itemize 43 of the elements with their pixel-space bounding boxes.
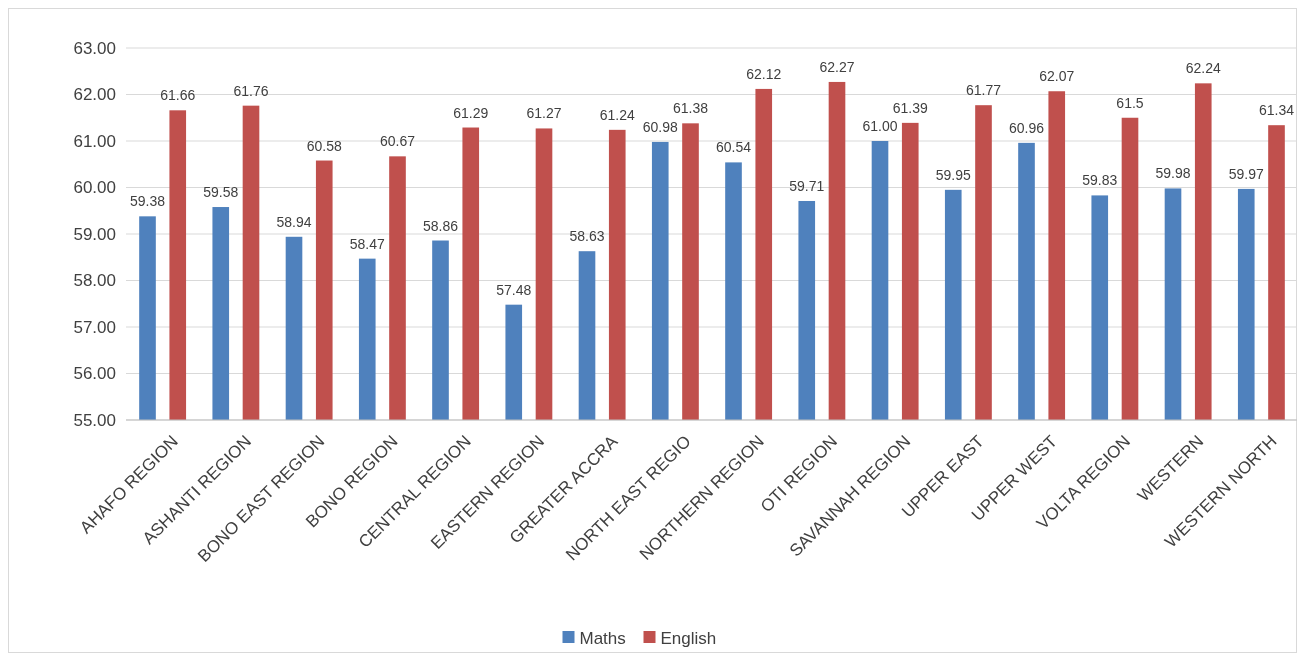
- data-label: 61.66: [160, 87, 196, 104]
- data-label: 59.83: [1082, 172, 1118, 189]
- data-label: 61.5: [1116, 94, 1144, 111]
- data-label: 61.39: [892, 99, 928, 116]
- data-label: 59.98: [1155, 165, 1191, 182]
- data-label: 58.47: [349, 235, 385, 252]
- data-label: 59.97: [1228, 165, 1264, 182]
- y-tick-label: 59.00: [73, 224, 116, 244]
- y-tick-label: 57.00: [73, 317, 116, 337]
- data-label: 61.76: [233, 82, 269, 99]
- data-label: 62.12: [746, 65, 782, 82]
- data-label: 62.24: [1185, 60, 1221, 77]
- data-label: 59.38: [129, 193, 166, 210]
- y-tick-label: 61.00: [73, 131, 116, 151]
- legend-label: Maths: [579, 628, 626, 648]
- data-label: 59.95: [935, 166, 971, 183]
- data-label: 60.58: [306, 137, 342, 154]
- data-label: 61.00: [862, 118, 898, 134]
- y-tick-label: 56.00: [73, 364, 116, 384]
- data-label: 62.07: [1039, 68, 1075, 85]
- data-label: 60.98: [642, 118, 678, 135]
- data-label: 58.86: [422, 217, 459, 234]
- data-label: 60.54: [715, 139, 752, 156]
- data-label: 61.27: [526, 105, 562, 122]
- data-label: 60.67: [379, 133, 416, 150]
- data-label: 61.24: [599, 106, 635, 123]
- data-label: 57.48: [496, 281, 532, 298]
- data-label: 58.63: [569, 228, 605, 245]
- y-tick-label: 63.00: [73, 38, 116, 58]
- data-label: 61.34: [1258, 102, 1295, 119]
- y-tick-label: 58.00: [73, 271, 116, 291]
- y-tick-label: 60.00: [73, 178, 116, 198]
- data-label: 59.58: [203, 184, 239, 201]
- y-tick-label: 55.00: [73, 410, 116, 430]
- data-label: 60.96: [1008, 119, 1045, 136]
- data-label: 61.29: [453, 104, 489, 121]
- y-tick-label: 62.00: [73, 85, 116, 105]
- data-label: 61.38: [672, 100, 709, 117]
- legend-label: English: [660, 628, 717, 648]
- data-label: 58.94: [276, 213, 312, 230]
- data-label: 59.71: [789, 177, 825, 194]
- data-label: 61.77: [965, 82, 1002, 99]
- data-label: 62.27: [819, 58, 855, 75]
